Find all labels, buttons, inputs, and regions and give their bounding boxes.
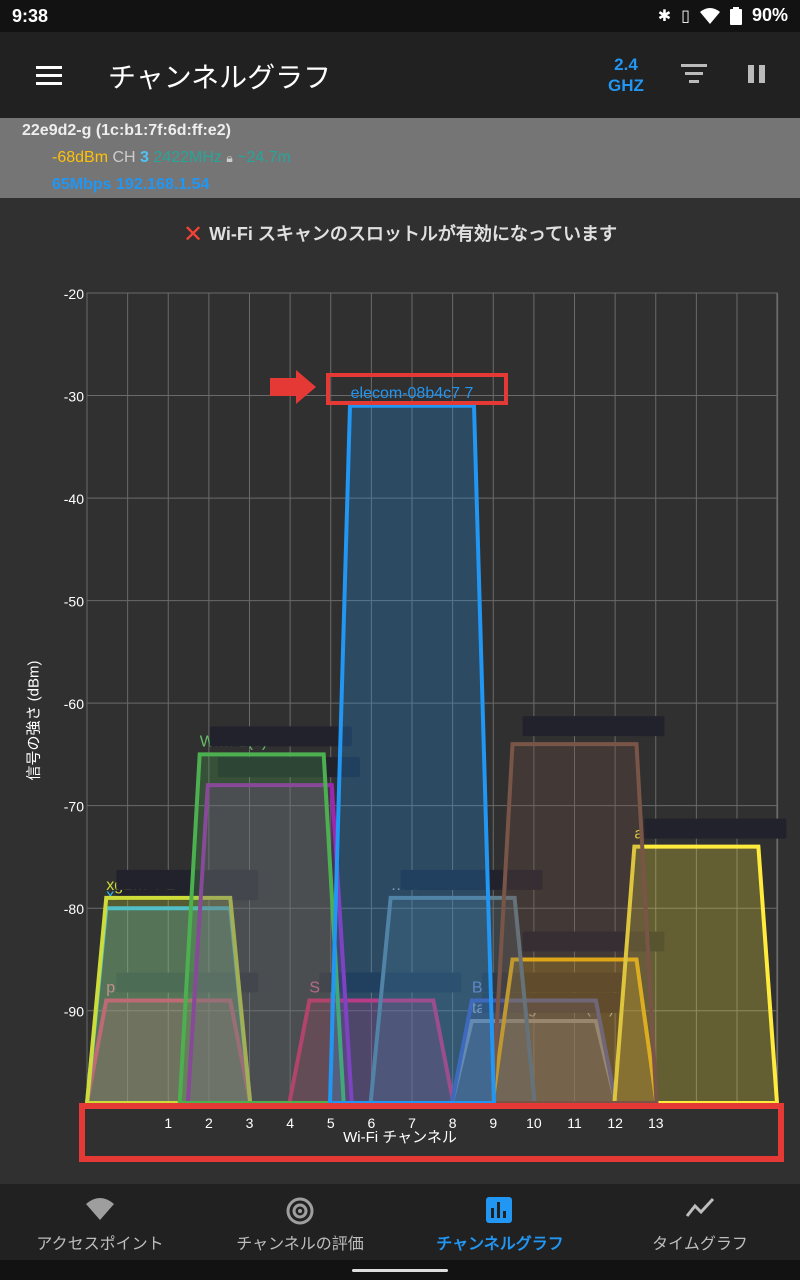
app-toolbar: チャンネルグラフ 2.4 GHZ — [0, 32, 800, 118]
throttle-warning: ✕ Wi-Fi スキャンのスロットルが有効になっています — [0, 220, 800, 249]
pause-icon[interactable] — [748, 65, 766, 85]
bottom-navigation: アクセスポイント チャンネルの評価 チャンネルグラフ タイムグラフ — [0, 1184, 800, 1260]
series-label: elecom-08b4c7 7 — [351, 385, 474, 402]
redaction-bar — [481, 972, 624, 993]
y-tick-label: -30 — [64, 389, 84, 405]
x-tick-label: 12 — [607, 1115, 623, 1131]
x-tick-label: 13 — [648, 1115, 664, 1131]
y-tick-label: -60 — [64, 696, 84, 712]
bluetooth-icon: ✱ — [657, 7, 672, 25]
redaction-bar — [209, 726, 352, 747]
x-tick-label: 6 — [367, 1115, 375, 1131]
status-time: 9:38 — [12, 6, 49, 26]
menu-icon[interactable] — [36, 66, 62, 86]
redaction-bar — [644, 818, 787, 839]
y-tick-label: -90 — [64, 1004, 84, 1020]
wifi-status-icon — [699, 7, 720, 24]
signal-curve — [177, 752, 346, 1105]
band-value: 2.4 — [614, 55, 638, 74]
status-icons: ✱ ▯ 90% — [658, 5, 788, 26]
nav-label: チャンネルの評価 — [236, 1236, 364, 1253]
redaction-bar — [481, 992, 624, 1013]
x-tick-label: 1 — [164, 1115, 172, 1131]
y-tick-label: -80 — [64, 901, 84, 917]
ap-ssid-bssid: 22e9d2-g (1c:b1:7f:6d:ff:e2) — [22, 122, 231, 139]
battery-percent: 90% — [751, 5, 788, 25]
connected-ap-panel[interactable]: 22e9d2-g (1c:b1:7f:6d:ff:e2) -68dBm CH 3… — [0, 118, 800, 198]
arrow-icon — [270, 370, 316, 404]
x-tick-label: 7 — [408, 1115, 416, 1131]
y-tick-label: -70 — [64, 799, 84, 815]
channel-graph: takashi-genko-b(10)p… 2S…Buffalo-G-44F8 … — [64, 286, 787, 1162]
warning-text: Wi-Fi スキャンのスロットルが有効になっています — [209, 224, 618, 244]
redaction-bar — [116, 869, 259, 890]
radar-icon — [286, 1197, 314, 1225]
x-tick-label: 2 — [205, 1115, 213, 1131]
ap-signal: -68dBm — [52, 149, 109, 166]
y-tick-label: -50 — [64, 594, 84, 610]
page-title: チャンネルグラフ — [108, 62, 332, 93]
line-chart-icon — [685, 1197, 715, 1217]
band-toggle-button[interactable]: 2.4 GHZ — [600, 54, 652, 96]
nav-time-graph[interactable]: タイムグラフ — [600, 1184, 800, 1260]
gesture-bar — [0, 1260, 800, 1280]
redaction-bar — [319, 972, 462, 993]
nav-label: タイムグラフ — [652, 1236, 748, 1253]
close-icon: ✕ — [182, 221, 204, 248]
nav-channel-rating[interactable]: チャンネルの評価 — [200, 1184, 400, 1260]
filter-icon[interactable] — [681, 64, 707, 86]
signal-curve — [490, 742, 659, 1105]
x-tick-label: 3 — [246, 1115, 254, 1131]
y-tick-label: -20 — [64, 286, 84, 302]
vibrate-icon: ▯ — [681, 7, 690, 25]
status-bar: 9:38 ✱ ▯ 90% — [0, 0, 800, 32]
ap-details: -68dBm CH 3 2422MHz 🔒︎ ~24.7m — [52, 149, 291, 167]
series-label: x — [106, 887, 114, 904]
y-tick-label: -40 — [64, 491, 84, 507]
axis-highlight-box — [79, 1103, 784, 1162]
nav-label: アクセスポイント — [36, 1236, 164, 1253]
x-tick-label: 9 — [489, 1115, 497, 1131]
battery-icon — [729, 6, 742, 25]
ap-ch-label: CH — [112, 149, 136, 166]
highlight-box — [326, 373, 508, 405]
ap-frequency: 2422MHz — [153, 149, 222, 166]
redaction-bar — [522, 716, 665, 737]
bar-chart-icon — [486, 1197, 512, 1223]
ap-distance: ~24.7m — [237, 149, 291, 166]
band-unit: GHZ — [608, 76, 644, 95]
lock-icon: 🔒︎ — [226, 151, 233, 165]
nav-channel-graph[interactable]: チャンネルグラフ — [400, 1184, 600, 1260]
x-tick-label: 11 — [567, 1115, 582, 1131]
x-axis-label: Wi-Fi チャンネル — [343, 1129, 457, 1146]
ap-channel: 3 — [140, 149, 149, 166]
nav-label: チャンネルグラフ — [436, 1236, 564, 1253]
home-handle — [352, 1269, 448, 1272]
x-tick-label: 4 — [286, 1115, 294, 1131]
x-tick-label: 5 — [327, 1115, 335, 1131]
ap-speed-ip: 65Mbps 192.168.1.54 — [52, 176, 210, 193]
signal-curve — [327, 403, 497, 1105]
wifi-icon — [86, 1198, 114, 1220]
x-tick-label: 8 — [449, 1115, 457, 1131]
x-tick-label: 10 — [526, 1115, 542, 1131]
nav-access-points[interactable]: アクセスポイント — [0, 1184, 200, 1260]
series-label: a — [634, 826, 643, 843]
plot-area — [86, 292, 778, 1104]
